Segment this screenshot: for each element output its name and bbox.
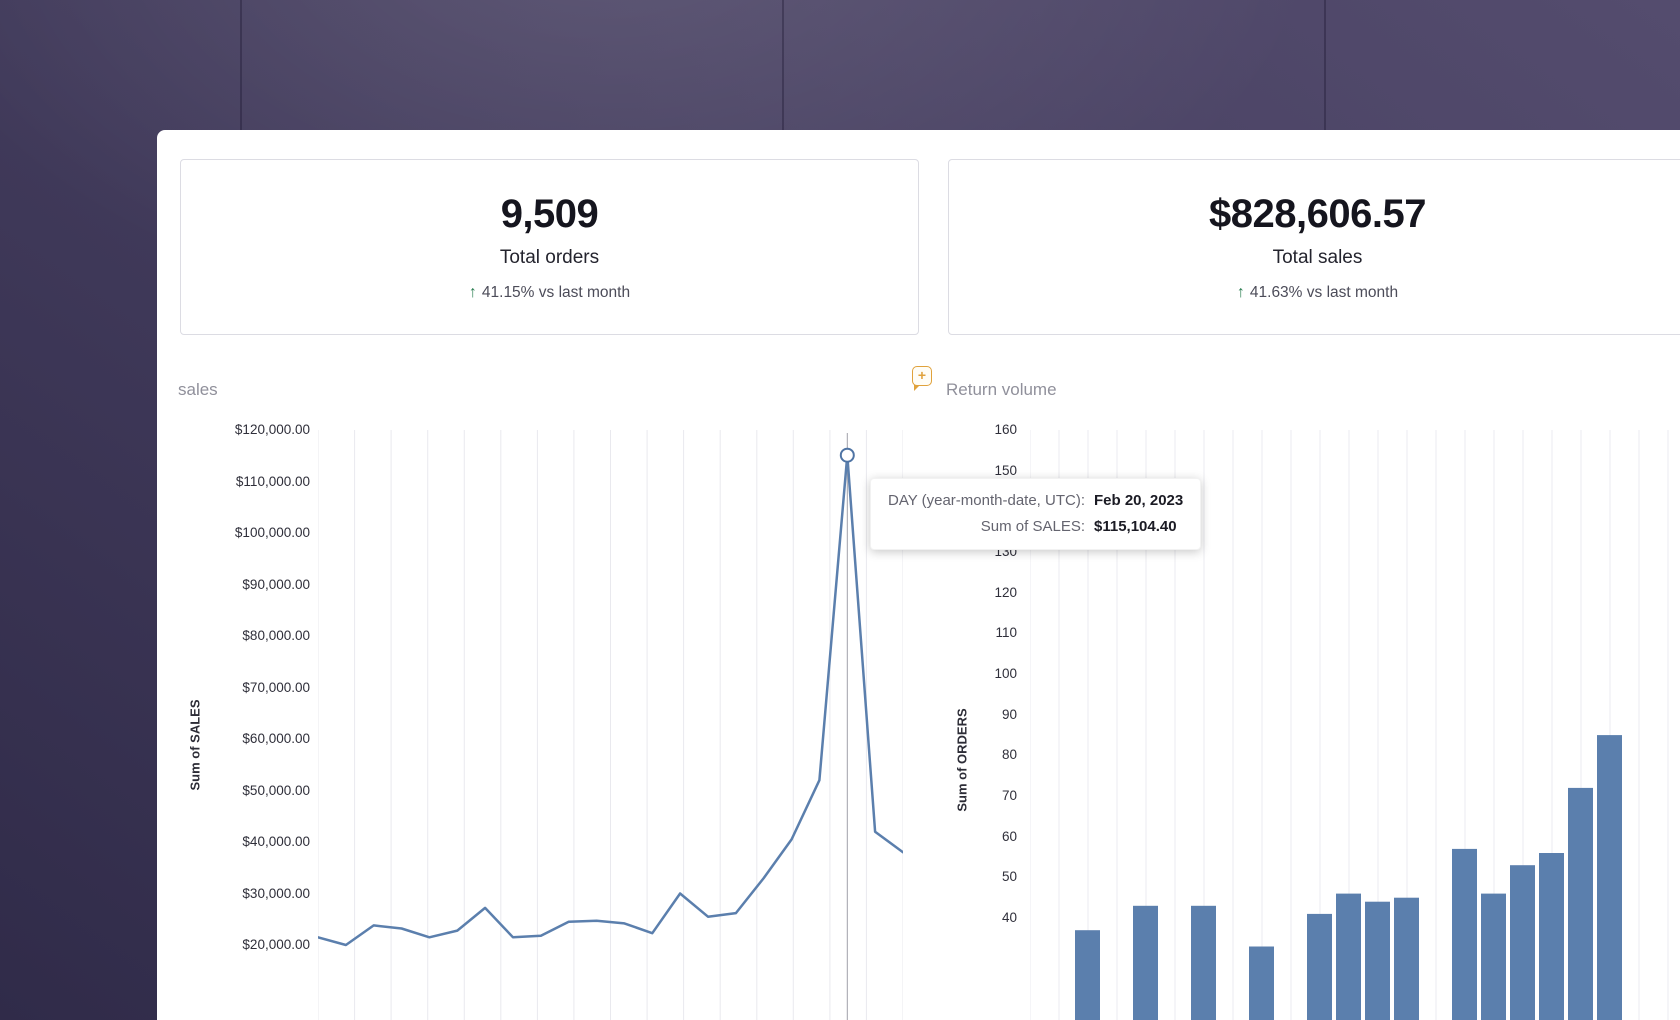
sales-line-chart[interactable] xyxy=(318,425,903,1020)
tooltip-row-label: Sum of SALES: xyxy=(980,518,1085,535)
y-axis-tick: $110,000.00 xyxy=(235,473,310,489)
y-axis-tick: 80 xyxy=(1001,747,1017,763)
kpi-value: $828,606.57 xyxy=(1209,191,1426,236)
kpi-label: Total sales xyxy=(1272,246,1363,268)
hovered-point-marker[interactable] xyxy=(839,447,855,463)
orders-bar[interactable] xyxy=(1075,930,1100,1020)
chart-title-sales: sales xyxy=(178,380,218,399)
kpi-delta: ↑ 41.15% vs last month xyxy=(469,283,630,303)
orders-bar[interactable] xyxy=(1568,787,1593,1020)
orders-bar[interactable] xyxy=(1539,853,1564,1020)
orders-bar[interactable] xyxy=(1307,913,1332,1020)
y-axis-tick: 110 xyxy=(995,625,1017,641)
y-axis-tick: 120 xyxy=(994,584,1017,600)
tooltip-row-value: Feb 20, 2023 xyxy=(1094,492,1184,509)
y-axis-tick: 90 xyxy=(1001,706,1017,722)
kpi-card-total-sales[interactable]: $828,606.57 Total sales ↑ 41.63% vs last… xyxy=(948,159,1680,335)
y-axis-tick: $50,000.00 xyxy=(242,782,310,798)
y-axis-tick: 60 xyxy=(1001,828,1017,844)
y-axis-tick: $80,000.00 xyxy=(242,628,310,643)
orders-bar[interactable] xyxy=(1365,901,1390,1020)
kpi-value: 9,509 xyxy=(500,191,599,236)
sales-line-series[interactable] xyxy=(318,453,903,947)
y-axis-tick: 150 xyxy=(994,462,1017,478)
dashboard-canvas: 9,509 Total orders ↑ 41.15% vs last mont… xyxy=(157,130,1680,1020)
kpi-delta: ↑ 41.63% vs last month xyxy=(1237,283,1398,303)
background-column-separator xyxy=(240,0,242,130)
y-axis-tick: 160 xyxy=(994,422,1017,437)
chart-title-return-volume: Return volume xyxy=(946,380,1057,399)
y-axis-tick: 40 xyxy=(1001,909,1017,925)
orders-bar[interactable] xyxy=(1481,893,1506,1020)
y-axis-tick: $30,000.00 xyxy=(242,885,310,901)
tooltip-row-value: $115,104.40 xyxy=(1094,518,1177,535)
add-comment-icon[interactable]: + xyxy=(912,366,932,391)
y-axis-tick: $90,000.00 xyxy=(242,576,310,592)
kpi-delta-text: 41.15% vs last month xyxy=(481,283,631,301)
orders-bar[interactable] xyxy=(1452,848,1477,1020)
background-column-separator xyxy=(782,0,784,130)
orders-bar[interactable] xyxy=(1133,905,1158,1020)
chart-tooltip: DAY (year-month-date, UTC): Feb 20, 2023… xyxy=(870,478,1202,550)
y-axis-tick: $20,000.00 xyxy=(242,937,310,952)
y-axis-tick: 50 xyxy=(1001,869,1017,885)
y-axis-tick: 70 xyxy=(1001,787,1017,803)
y-axis-tick: $40,000.00 xyxy=(242,834,310,849)
kpi-label: Total orders xyxy=(499,246,600,268)
y-axis-tick: $60,000.00 xyxy=(242,731,310,746)
orders-bar[interactable] xyxy=(1191,905,1216,1020)
y-axis-tick: $70,000.00 xyxy=(242,679,310,695)
orders-bar[interactable] xyxy=(1394,897,1419,1020)
y-axis-tick: 100 xyxy=(994,665,1017,681)
orders-bar[interactable] xyxy=(1336,893,1361,1020)
orders-bar[interactable] xyxy=(1249,946,1274,1020)
orders-bar[interactable] xyxy=(1597,735,1622,1020)
tooltip-row-label: DAY (year-month-date, UTC): xyxy=(888,492,1085,509)
trend-up-icon: ↑ xyxy=(468,283,477,301)
background-column-separator xyxy=(1324,0,1326,130)
trend-up-icon: ↑ xyxy=(1236,283,1245,301)
y-axis-tick: $120,000.00 xyxy=(234,422,310,437)
orders-bar[interactable] xyxy=(1510,865,1535,1020)
kpi-card-total-orders[interactable]: 9,509 Total orders ↑ 41.15% vs last mont… xyxy=(180,159,919,335)
kpi-delta-text: 41.63% vs last month xyxy=(1249,283,1399,301)
y-axis-tick: $100,000.00 xyxy=(234,525,310,540)
